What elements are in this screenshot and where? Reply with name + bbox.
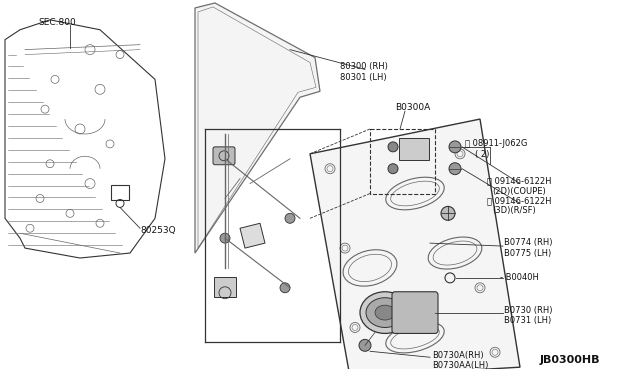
Text: SEC.800: SEC.800	[38, 18, 76, 27]
Ellipse shape	[366, 298, 404, 327]
Text: B0774 (RH): B0774 (RH)	[504, 238, 552, 247]
Text: 80253Q: 80253Q	[140, 226, 175, 235]
FancyBboxPatch shape	[214, 277, 236, 297]
FancyBboxPatch shape	[213, 147, 235, 165]
Circle shape	[441, 206, 455, 220]
Polygon shape	[240, 223, 265, 248]
Text: B0300A: B0300A	[395, 103, 430, 112]
Circle shape	[280, 283, 290, 293]
Text: Ⓝ 08911-J062G: Ⓝ 08911-J062G	[465, 139, 527, 148]
Text: (2D)(COUPE): (2D)(COUPE)	[492, 187, 546, 196]
Text: B0730 (RH): B0730 (RH)	[504, 306, 552, 315]
Circle shape	[388, 142, 398, 152]
Ellipse shape	[360, 292, 410, 333]
Circle shape	[220, 154, 230, 164]
Polygon shape	[195, 3, 320, 253]
Text: Ⓑ 09146-6122H: Ⓑ 09146-6122H	[487, 177, 552, 186]
Text: B0730A(RH): B0730A(RH)	[432, 351, 484, 360]
Text: Ⓑ 09146-6122H: Ⓑ 09146-6122H	[487, 196, 552, 205]
Circle shape	[449, 141, 461, 153]
Text: JB0300HB: JB0300HB	[540, 355, 600, 365]
Text: B0730AA(LH): B0730AA(LH)	[432, 361, 488, 370]
Circle shape	[285, 214, 295, 223]
Text: ( 2): ( 2)	[475, 150, 490, 159]
Text: 80300 (RH): 80300 (RH)	[340, 61, 388, 71]
Ellipse shape	[375, 305, 395, 320]
Text: - B0040H: - B0040H	[500, 273, 539, 282]
FancyBboxPatch shape	[399, 138, 429, 160]
Circle shape	[388, 164, 398, 174]
Circle shape	[449, 163, 461, 175]
Circle shape	[359, 339, 371, 351]
Polygon shape	[310, 119, 520, 372]
Text: B0731 (LH): B0731 (LH)	[504, 315, 551, 325]
Circle shape	[220, 233, 230, 243]
Text: (3D)(R/SF): (3D)(R/SF)	[492, 206, 536, 215]
FancyBboxPatch shape	[392, 292, 438, 333]
Text: 80301 (LH): 80301 (LH)	[340, 73, 387, 83]
Text: B0775 (LH): B0775 (LH)	[504, 249, 551, 258]
